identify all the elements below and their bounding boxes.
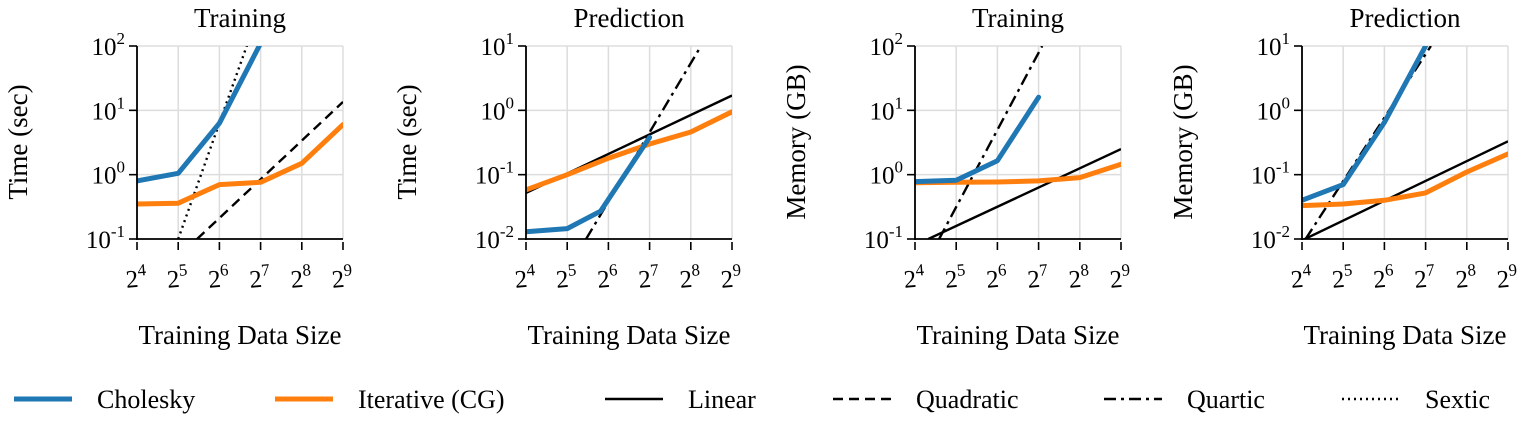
series-group	[526, 46, 732, 239]
y-tick-label: 101	[870, 93, 904, 125]
x-tick-label: 27	[248, 260, 272, 294]
y-tick-label: 100	[870, 158, 904, 190]
x-tick-label: 29	[1495, 260, 1519, 294]
chart-title: Training	[194, 3, 286, 33]
y-tick-label: 10-1	[1251, 158, 1290, 190]
series-line-quartic	[938, 46, 1044, 239]
x-tick-label: 25	[554, 260, 578, 294]
y-axis-label: Time (sec)	[392, 84, 422, 199]
y-tick-label: 100	[1257, 93, 1291, 125]
x-tick-label: 28	[289, 260, 313, 294]
series-line-cholesky	[137, 46, 263, 184]
x-axis-label: Training Data Size	[139, 320, 342, 350]
y-tick-label: 102	[92, 29, 126, 61]
x-axis-label: Training Data Size	[1304, 320, 1507, 350]
legend-item-sextic: Sextic	[1342, 385, 1490, 414]
y-tick-label: 101	[481, 29, 515, 61]
x-tick-label: 29	[719, 260, 743, 294]
x-tick-label: 26	[1372, 260, 1396, 294]
legend-label: Linear	[688, 385, 756, 414]
chart-title: Prediction	[574, 3, 685, 33]
x-tick-label: 24	[513, 260, 537, 294]
y-axis-label: Memory (GB)	[1168, 64, 1198, 219]
series-line-iterative-cg	[526, 109, 732, 193]
y-tick-label: 101	[92, 93, 126, 125]
x-tick-label: 25	[1330, 260, 1354, 294]
x-tick-label: 25	[943, 260, 967, 294]
legend-label: Sextic	[1425, 385, 1490, 414]
x-tick-label: 29	[1108, 260, 1132, 294]
series-line-cholesky	[1302, 46, 1429, 203]
y-tick-label: 10-1	[86, 222, 125, 254]
x-tick-label: 26	[985, 260, 1009, 294]
x-tick-label: 26	[207, 260, 231, 294]
x-tick-label: 27	[1413, 260, 1437, 294]
legend-item-cholesky: Cholesky	[14, 385, 195, 414]
y-axis-label: Time (sec)	[3, 84, 33, 199]
legend-item-quartic: Quartic	[1104, 385, 1265, 414]
series-line-quadratic	[196, 101, 343, 239]
x-tick-label: 28	[1454, 260, 1478, 294]
series-line-cholesky	[915, 94, 1042, 185]
series-line-linear	[927, 148, 1121, 239]
y-tick-label: 101	[1257, 29, 1291, 61]
legend: Cholesky Iterative (CG) Linear Quadratic Qua…	[14, 385, 1490, 414]
x-tick-label: 24	[902, 260, 926, 294]
series-group	[137, 46, 343, 239]
series-group	[915, 46, 1121, 239]
legend-item-linear: Linear	[605, 385, 756, 414]
legend-label: Quartic	[1187, 385, 1265, 414]
y-tick-label: 100	[481, 93, 515, 125]
x-axis-label: Training Data Size	[917, 320, 1120, 350]
chart-panel-3: 10-1 100 101 102 24 25 26 27 28 29 Training Trainin…	[781, 3, 1132, 350]
chart-panel-4: 10-2 10-1 100 101 24 25 26 27 28 29 Prediction Trai…	[1168, 3, 1519, 350]
y-tick-label: 10-2	[1251, 222, 1290, 254]
legend-label: Iterative (CG)	[358, 385, 505, 414]
y-tick-label: 102	[870, 29, 904, 61]
y-tick-label: 10-1	[475, 158, 514, 190]
y-tick-label: 100	[92, 158, 126, 190]
y-tick-label: 10-2	[475, 222, 514, 254]
legend-label: Cholesky	[97, 385, 195, 414]
x-tick-label: 26	[596, 260, 620, 294]
x-tick-label: 27	[1026, 260, 1050, 294]
y-tick-label: 10-1	[864, 222, 903, 254]
chart-panel-2: 10-2 10-1 100 101 24 25 26 27 28 29 Prediction Trai…	[392, 3, 743, 350]
x-tick-label: 27	[637, 260, 661, 294]
legend-label: Quadratic	[916, 385, 1019, 414]
x-tick-label: 24	[124, 260, 148, 294]
x-tick-label: 24	[1289, 260, 1313, 294]
legend-item-quadratic: Quadratic	[833, 385, 1019, 414]
x-tick-label: 25	[165, 260, 189, 294]
series-line-linear	[1302, 140, 1508, 239]
chart-title: Training	[972, 3, 1064, 33]
series-line-iterative-cg	[1302, 151, 1508, 209]
series-line-cholesky	[526, 134, 653, 235]
legend-item-iterative-cg: Iterative (CG)	[275, 385, 505, 414]
series-group	[1302, 46, 1508, 239]
chart-title: Prediction	[1350, 3, 1461, 33]
series-line-iterative-cg	[137, 122, 343, 207]
series-line-sextic	[177, 46, 249, 239]
y-axis-label: Memory (GB)	[781, 64, 811, 219]
x-axis-label: Training Data Size	[528, 320, 731, 350]
x-tick-label: 29	[330, 260, 354, 294]
x-tick-label: 28	[678, 260, 702, 294]
x-tick-label: 28	[1067, 260, 1091, 294]
chart-panel-1: 10-1 100 101 102 24 25 26 27 28 29 Training Trainin…	[3, 3, 354, 350]
